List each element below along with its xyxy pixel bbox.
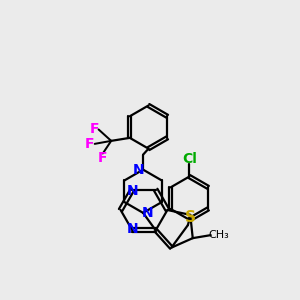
Text: S: S <box>185 210 196 225</box>
Text: Cl: Cl <box>182 152 197 167</box>
Text: N: N <box>133 163 144 177</box>
Text: CH₃: CH₃ <box>209 230 230 240</box>
Text: N: N <box>142 206 153 220</box>
Text: N: N <box>127 222 138 236</box>
Text: F: F <box>85 137 94 151</box>
Text: N: N <box>127 184 138 198</box>
Text: F: F <box>98 151 107 165</box>
Text: F: F <box>90 122 99 136</box>
